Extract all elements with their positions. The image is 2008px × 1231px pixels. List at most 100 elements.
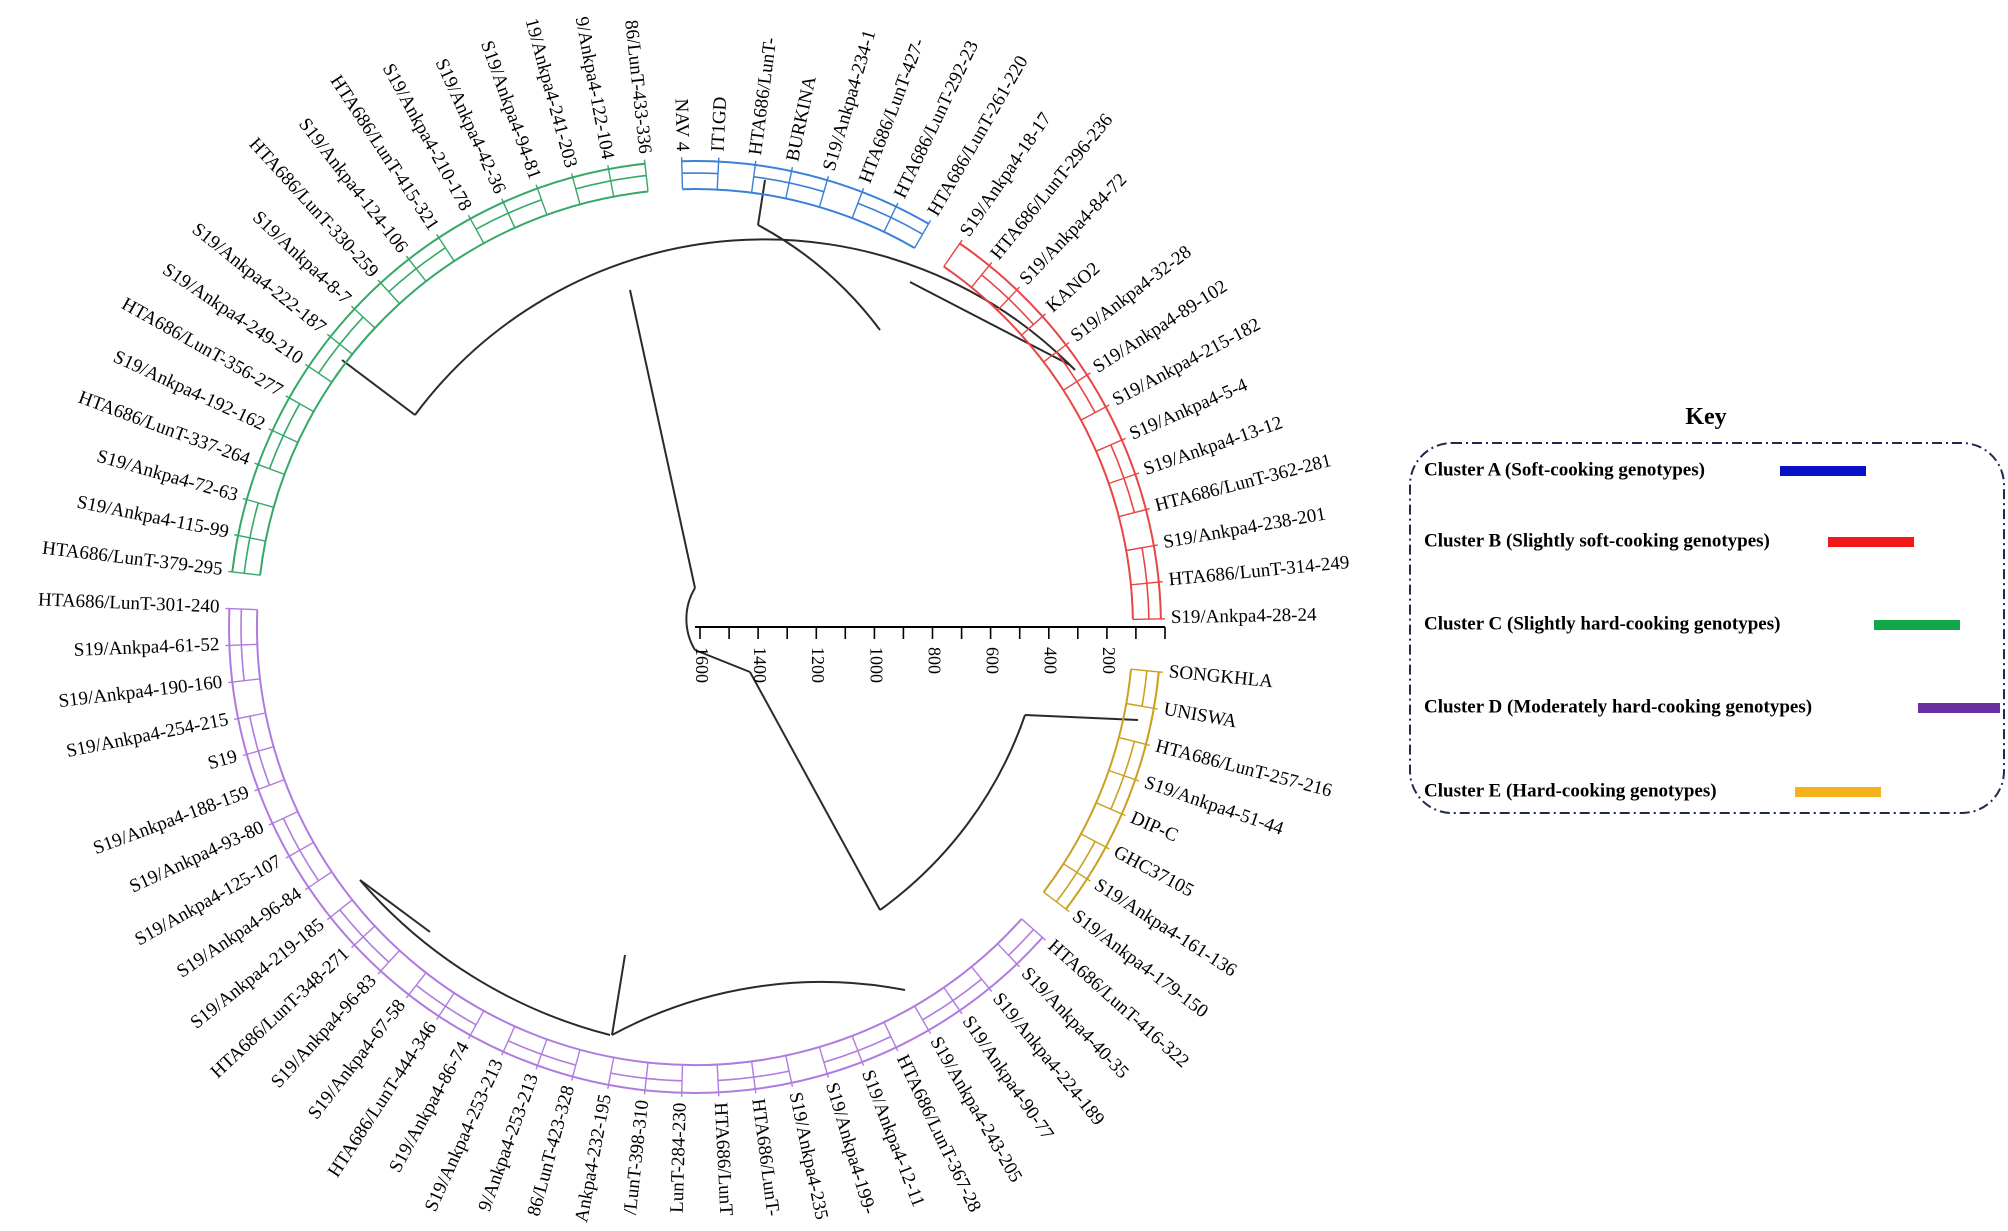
tip-label: S19/Ankpa4-235: [785, 1090, 832, 1221]
tip-label: S19: [205, 746, 239, 774]
leaf-branch: [285, 841, 314, 859]
tip-label: S19/Ankpa4-115-99: [75, 492, 231, 543]
leaf-branch: [883, 202, 899, 233]
leaf-branch: [643, 159, 649, 192]
leaf-branch: [228, 570, 261, 576]
scale-tick-label: 400: [1041, 647, 1061, 674]
scale-tick-label: 600: [982, 647, 1002, 674]
tip-label: S19/Ankpa4-28-24: [1171, 605, 1317, 629]
leaf-branch: [996, 286, 1021, 311]
tip-label: S19/Ankpa4-67-58: [304, 996, 410, 1124]
leaf-branch: [570, 1049, 581, 1081]
tip-label: 9/Ankpa4-122-104: [571, 15, 619, 161]
tip-label: HTA686/LunT-301-240: [38, 589, 220, 617]
lower-branch: [694, 649, 751, 673]
tip-label: HTA686/LunT: [710, 1102, 737, 1217]
leaf-branch: [1080, 833, 1110, 850]
tip-label: S19/Ankpa4-40-35: [1017, 963, 1133, 1083]
leaf-branch: [883, 1021, 899, 1052]
leaf-branch: [501, 198, 516, 229]
cluster-a-arc: [682, 188, 916, 249]
leaf-branch: [268, 810, 299, 826]
d-cluster-stem: [611, 954, 626, 1036]
leaf-branch: [1126, 702, 1158, 710]
leaf-branch: [785, 167, 794, 199]
leaf-branch: [467, 214, 485, 244]
key-color-swatch: [1828, 537, 1914, 547]
leaf-branch: [1126, 544, 1158, 552]
cluster-d-outer-arc: [228, 608, 1044, 1094]
a-cluster-stem: [757, 179, 766, 226]
tip-label: S19/Ankpa4-84-72: [1015, 169, 1131, 289]
leaf-branch: [242, 746, 274, 757]
leaf-branch: [1063, 372, 1091, 391]
key-entry-label: Cluster E (Hard-cooking genotypes): [1424, 780, 1717, 801]
scale-tick-label: 200: [1099, 647, 1119, 674]
leaf-branch: [1118, 507, 1150, 518]
b-cluster-stem: [1069, 364, 1076, 371]
cluster-e-subclade: [1141, 670, 1148, 707]
leaf-branch: [1130, 668, 1163, 673]
tip-label: HTA686/LunT-: [747, 1097, 783, 1217]
leaf-branch: [1130, 581, 1163, 586]
cluster-d-arc: [255, 609, 1023, 1067]
leaf-branch: [996, 943, 1021, 968]
upper-branch: [629, 289, 696, 589]
tip-label: S19/Ankpa4-32-28: [1067, 241, 1196, 346]
leaf-branch: [304, 363, 333, 383]
leaf-branch: [1108, 472, 1140, 485]
leaf-branch: [405, 972, 427, 999]
leaf-branch: [1021, 313, 1046, 336]
leaf-branch: [1043, 341, 1070, 363]
cluster-a-outer-arc: [681, 160, 930, 225]
leaf-branch: [234, 712, 266, 720]
cluster-a-subclade: [682, 172, 719, 175]
key-entry-label: Cluster A (Soft-cooking genotypes): [1424, 459, 1705, 480]
leaf-branch: [970, 966, 993, 992]
tip-label: LunT-284-230: [667, 1102, 691, 1213]
leaf-branch: [1095, 802, 1126, 817]
leaf-branch: [1108, 769, 1140, 782]
leaf-branch: [750, 160, 757, 193]
tip-label: HTA686/LunT-: [745, 36, 781, 156]
e-cluster-stem: [1024, 714, 1139, 721]
distance-scale-axis: 1600 1400 1200 1000 800 600 400 200: [692, 626, 1166, 683]
cluster-e-outer-arc: [1065, 671, 1160, 910]
key-entry-label: Cluster B (Slightly soft-cooking genotyp…: [1424, 530, 1770, 551]
leaf-branch: [716, 1064, 720, 1097]
tip-label: DIP-C: [1127, 807, 1181, 846]
leaf-branch: [1118, 736, 1150, 747]
leaf-branch: [716, 157, 720, 190]
tip-label: S19/Ankpa4-61-52: [73, 634, 219, 661]
leaf-branch: [570, 173, 581, 205]
d-left-stem: [359, 879, 431, 933]
scale-tick-label: 1400: [750, 647, 770, 683]
leaf-branch: [818, 176, 830, 208]
leaf-branch: [285, 395, 314, 413]
leaf-branch: [467, 1010, 485, 1040]
leaf-branch: [943, 987, 963, 1015]
leaf-branch: [643, 1062, 649, 1095]
leaf-branch: [970, 262, 993, 288]
leaf-branch: [228, 678, 261, 684]
ab-stem: [909, 281, 1071, 366]
leaf-branch: [351, 305, 376, 329]
scale-tick-label: 1000: [866, 647, 886, 683]
leaf-branch: [225, 607, 258, 611]
leaf-branch: [436, 234, 455, 262]
de-stem: [749, 671, 881, 911]
tip-label: IT1GD: [707, 96, 731, 152]
leaf-branch: [377, 279, 401, 305]
leaf-branch: [1021, 918, 1046, 941]
tip-label: S19/Ankpa4-161-136: [1090, 875, 1240, 982]
leaf-branch: [326, 333, 353, 355]
leaf-branch: [501, 1025, 516, 1056]
leaf-branch: [750, 1061, 757, 1094]
tip-label: S19/Ankpa4-89-102: [1089, 276, 1231, 378]
tip-label: /LunT-398-310: [620, 1099, 653, 1216]
key-entry-label: Cluster D (Moderately hard-cooking genot…: [1424, 696, 1812, 717]
dendrogram-tree: [341, 179, 1139, 1036]
tip-label: S19/Ankpa4-238-201: [1162, 504, 1328, 553]
leaf-branch: [680, 1064, 684, 1097]
key-color-swatch: [1918, 703, 2000, 713]
